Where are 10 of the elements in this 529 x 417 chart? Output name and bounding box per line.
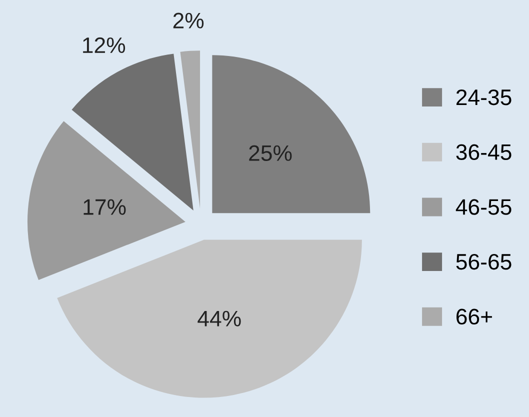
legend-label: 46-55	[456, 199, 512, 215]
legend-label: 36-45	[456, 144, 512, 160]
data-label: 2%	[173, 12, 204, 28]
legend-label: 56-65	[456, 254, 512, 270]
legend-label: 24-35	[456, 89, 512, 106]
data-label: 25%	[249, 145, 292, 162]
data-label: 17%	[84, 199, 126, 215]
data-label: 44%	[198, 310, 241, 326]
data-label: 12%	[83, 37, 126, 53]
legend-label: 66+	[456, 308, 492, 325]
